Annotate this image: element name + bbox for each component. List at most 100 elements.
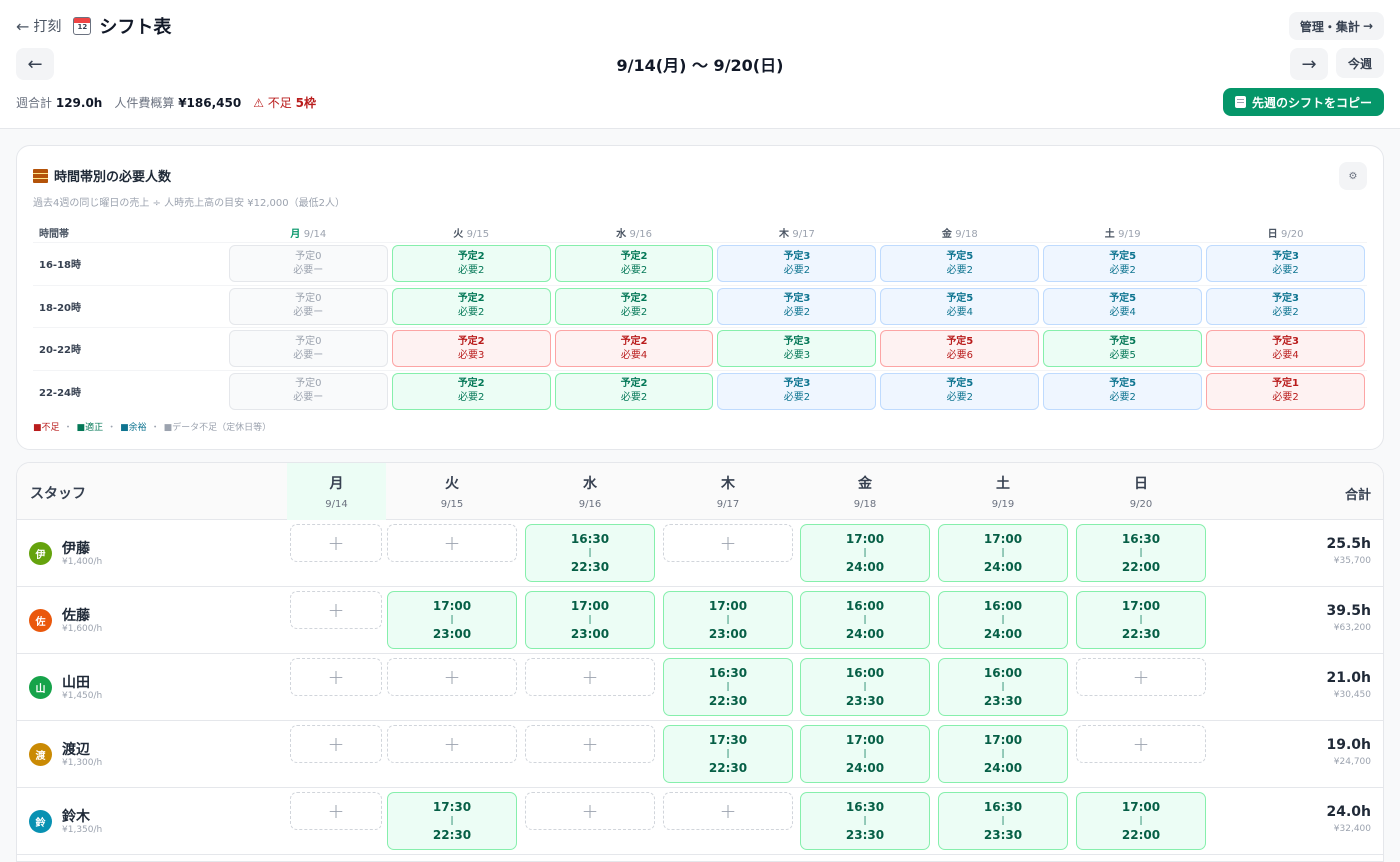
management-button[interactable]: 管理・集計 →: [1288, 12, 1384, 40]
day-date: 9/14: [303, 228, 327, 240]
add-shift-button[interactable]: +: [387, 658, 517, 696]
back-to-clock-link[interactable]: ← 打刻: [16, 16, 61, 36]
shift-block[interactable]: 17:00 | 24:00: [800, 725, 930, 783]
shift-block[interactable]: 16:00 | 23:30: [938, 658, 1068, 716]
shift-separator: |: [863, 548, 867, 558]
total-cost: ¥35,700: [1333, 556, 1371, 566]
labor-cost: 人件費概算 ¥186,450: [114, 94, 241, 111]
add-shift-button[interactable]: +: [525, 792, 655, 830]
shift-block[interactable]: 16:30 | 22:30: [663, 658, 793, 716]
shift-end: 24:00: [845, 627, 885, 641]
requirements-table: 時間帯月 9/14 火 9/15 水 9/16 木 9/17 金 9/18 土 9/19 日…: [33, 222, 1367, 412]
shift-block[interactable]: 17:00 | 24:00: [938, 725, 1068, 783]
total-cost: ¥32,400: [1333, 824, 1371, 834]
planned-count: 予定3: [1272, 293, 1300, 305]
weekday-label: 木: [721, 476, 735, 492]
add-shift-button[interactable]: +: [290, 792, 382, 830]
requirement-cell: 予定5 必要6: [880, 330, 1040, 368]
add-shift-button[interactable]: +: [663, 524, 793, 562]
shift-block[interactable]: 16:30 | 23:30: [938, 792, 1068, 850]
calendar-icon: [73, 17, 92, 35]
shift-block[interactable]: 16:30 | 23:30: [800, 792, 930, 850]
labor-cost-label: 人件費概算: [114, 95, 175, 110]
required-count: 必要ー: [293, 392, 324, 404]
copy-last-week-button[interactable]: 先週のシフトをコピー: [1222, 88, 1384, 116]
requirement-row: 20-22時 予定0 必要ー 予定2 必要3 予定2 必要4 予定3 必要3 予定5 必要6 予定5 必…: [33, 327, 1367, 370]
shift-end: 22:00: [1121, 560, 1161, 574]
shift-block[interactable]: 17:00 | 23:00: [387, 591, 517, 649]
add-shift-button[interactable]: +: [1076, 658, 1206, 696]
arrow-left-icon: ←: [16, 16, 30, 36]
day-header-5: 土 9/19: [1041, 225, 1204, 240]
shift-separator: |: [1001, 548, 1005, 558]
settings-button[interactable]: ⚙: [1339, 162, 1367, 190]
required-count: 必要2: [946, 392, 973, 404]
add-shift-button[interactable]: +: [290, 524, 382, 562]
shift-block[interactable]: 17:00 | 24:00: [938, 524, 1068, 582]
shift-block[interactable]: 17:30 | 22:30: [387, 792, 517, 850]
add-shift-button[interactable]: +: [525, 725, 655, 763]
staff-name: 佐藤: [62, 608, 90, 624]
add-shift-button[interactable]: +: [663, 792, 793, 830]
shortage-summary: ⚠ 不足 5枠: [253, 94, 316, 111]
day-date: 9/16: [629, 228, 653, 240]
add-shift-button[interactable]: +: [1076, 725, 1206, 763]
planned-count: 予定5: [946, 250, 974, 262]
required-count: 必要2: [1109, 264, 1136, 276]
shift-block[interactable]: 17:00 | 24:00: [800, 524, 930, 582]
shift-separator: |: [863, 682, 867, 692]
legend-separator: ・: [107, 423, 117, 433]
arrow-right-icon: →: [1301, 53, 1317, 75]
day-header-3: 木 9/17: [715, 225, 878, 240]
this-week-button[interactable]: 今週: [1335, 48, 1384, 78]
weekly-total-label: 週合計: [16, 95, 53, 110]
add-shift-button[interactable]: +: [290, 725, 382, 763]
brick-icon: [33, 168, 48, 183]
day-column-0: 月 9/14: [287, 463, 386, 520]
shortage-label: 不足: [267, 95, 292, 110]
day-weekday: 土: [1104, 228, 1115, 240]
add-shift-button[interactable]: +: [290, 658, 382, 696]
requirement-cell: 予定2 必要2: [554, 287, 714, 325]
shift-block[interactable]: 16:00 | 23:30: [800, 658, 930, 716]
planned-count: 予定3: [783, 293, 811, 305]
requirement-cell: 予定0 必要ー: [228, 287, 388, 325]
requirement-cell: 予定2 必要2: [554, 372, 714, 410]
copy-button-label: 先週のシフトをコピー: [1251, 95, 1372, 110]
shift-block[interactable]: 16:00 | 24:00: [938, 591, 1068, 649]
shift-end: 24:00: [983, 560, 1023, 574]
shift-start: 17:00: [1121, 800, 1161, 814]
shift-end: 22:30: [432, 828, 472, 842]
required-count: 必要2: [457, 392, 485, 404]
add-shift-button[interactable]: +: [525, 658, 655, 696]
day-weekday: 月: [290, 228, 301, 240]
required-count: 必要2: [1272, 264, 1299, 276]
shift-start: 16:30: [708, 666, 748, 680]
add-shift-button[interactable]: +: [290, 591, 382, 629]
required-count: 必要4: [1272, 349, 1299, 361]
shift-block[interactable]: 17:00 | 22:30: [1076, 591, 1206, 649]
weekday-label: 火: [445, 476, 459, 492]
shift-block[interactable]: 17:00 | 23:00: [525, 591, 655, 649]
shift-separator: |: [1001, 749, 1005, 759]
total-hours: 24.0h: [1326, 804, 1371, 820]
planned-count: 予定5: [1109, 378, 1137, 390]
shift-start: 17:30: [708, 733, 748, 747]
staff-table-header: スタッフ 合計 月 9/14 火 9/15 水 9/16 木 9/17 金 9/18 土 9/19 日 9…: [17, 463, 1383, 520]
shift-end: 23:00: [570, 627, 610, 641]
add-shift-button[interactable]: +: [387, 524, 517, 562]
shift-start: 16:30: [570, 532, 610, 546]
shift-block[interactable]: 17:00 | 22:00: [1076, 792, 1206, 850]
planned-count: 予定3: [783, 335, 811, 347]
prev-week-button[interactable]: ←: [16, 48, 54, 80]
shift-block[interactable]: 17:30 | 22:30: [663, 725, 793, 783]
shift-block[interactable]: 16:00 | 24:00: [800, 591, 930, 649]
requirements-title: 時間帯別の必要人数: [33, 166, 171, 185]
add-shift-button[interactable]: +: [387, 725, 517, 763]
shift-block[interactable]: 16:30 | 22:30: [525, 524, 655, 582]
shift-block[interactable]: 17:00 | 23:00: [663, 591, 793, 649]
next-week-button[interactable]: →: [1289, 48, 1328, 80]
required-count: 必要2: [783, 264, 811, 276]
requirement-cell: 予定5 必要2: [1043, 372, 1203, 410]
shift-block[interactable]: 16:30 | 22:00: [1076, 524, 1206, 582]
